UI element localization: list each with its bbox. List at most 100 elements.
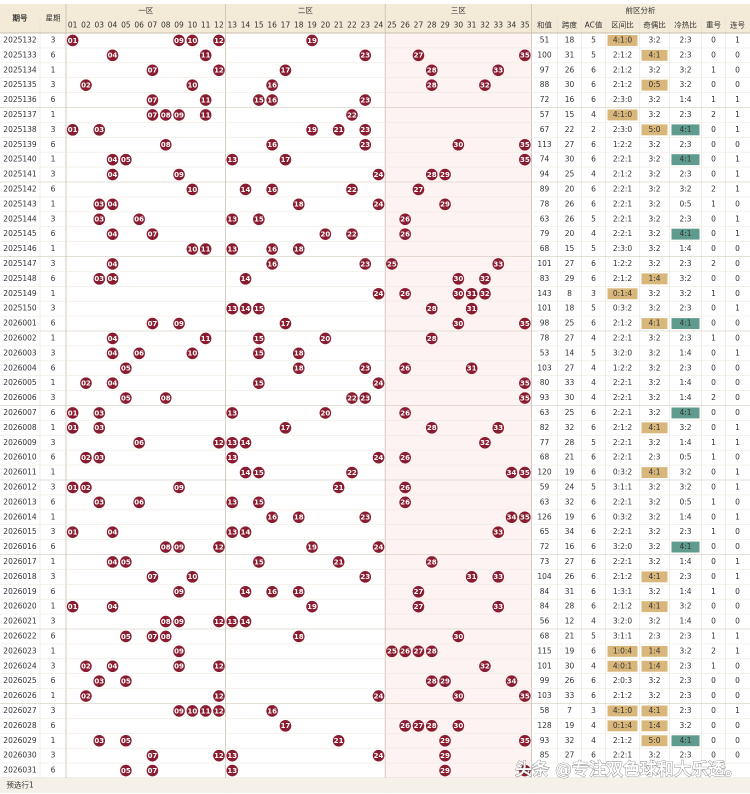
stat-value: 72 [540,95,550,104]
ball-number: 26 [400,409,410,417]
drawn-ball [226,764,239,777]
stat-value: 6 [591,512,596,521]
stat-value: 1:4 [679,438,691,447]
ball-number: 35 [520,514,530,522]
period: 2026031 [3,766,37,775]
stat-value: 5 [591,214,596,223]
ball-number: 09 [174,707,184,715]
stat-value: 1 [711,587,716,596]
ball-number: 28 [427,335,437,343]
col-header: 32 [480,21,490,30]
drawn-ball [279,64,292,77]
col-header: 16 [267,21,277,30]
period: 2025150 [3,304,37,313]
stat-value: 93 [540,736,550,745]
stat-value: 1 [711,527,716,536]
ball-number: 34 [507,514,517,522]
stat-value: 1 [735,214,740,223]
stat-value: 33 [565,691,575,700]
stat-value: 1 [735,706,740,715]
ball-number: 17 [281,67,291,75]
stat-value: 3:2 [648,333,660,342]
drawn-ball [425,79,438,91]
stat-value: 4 [591,661,596,670]
ball-number: 09 [174,111,184,119]
drawn-ball [226,243,239,255]
ball-number: 18 [294,201,304,209]
drawn-ball [386,645,398,658]
stat-value: 2:2:1 [613,184,633,193]
ball-number: 14 [241,186,251,194]
ball-number: 21 [334,558,344,566]
stat-value: 6 [591,80,596,89]
stat-value: 30 [565,80,575,89]
ball-number: 14 [241,439,251,447]
stat-value: 5 [591,482,596,491]
weekday: 3 [51,304,56,313]
ball-number: 18 [294,350,304,358]
drawn-ball [399,213,411,226]
ball-number: 17 [281,156,291,164]
stat-value: 1:4 [679,95,691,104]
drawn-ball [292,585,305,598]
ball-number: 07 [148,230,158,238]
stat-value: 83 [540,274,550,283]
stat-value: 53 [540,348,550,357]
drawn-ball [226,451,239,464]
stat-value: 0 [711,468,716,477]
stat-value: 2:1:2 [613,319,633,328]
col-header: 01 [68,21,78,30]
stat-value: 18 [565,35,575,44]
drawn-ball [173,109,185,121]
ball-number: 30 [453,692,463,700]
period: 2025146 [3,244,37,253]
col-header: 02 [81,21,91,30]
ball-number: 07 [148,320,158,328]
ball-number: 13 [227,305,237,313]
stat-value: 16 [565,542,575,551]
stat-value: 3:2 [648,35,660,44]
drawn-ball [519,153,531,166]
drawn-ball [465,571,478,583]
stat-value: 3:2 [648,542,660,551]
drawn-ball [465,302,478,315]
stat-value: 27 [565,259,575,268]
drawn-ball [372,287,385,300]
ball-number: 19 [307,543,317,551]
stat-value: 0:3:2 [613,304,633,313]
drawn-ball [186,705,199,717]
stat-value: 3:2 [648,512,660,521]
ball-number: 13 [227,499,237,507]
drawn-ball [93,124,106,136]
stat-value: 5 [591,631,596,640]
weekday: 3 [51,170,56,179]
stat-value: 3:2 [648,557,660,566]
stat-value: 32 [565,423,575,432]
drawn-ball [253,466,265,479]
drawn-ball [173,317,185,330]
drawn-ball [80,660,92,673]
ball-number: 30 [453,633,463,641]
col-header: 23 [360,21,370,30]
stat-value: 21 [565,453,575,462]
drawn-ball [425,302,438,315]
stat-value: 0:5 [648,80,660,89]
ball-number: 35 [520,141,530,149]
ball-number: 19 [307,126,317,134]
ball-number: 29 [440,767,450,775]
ball-number: 23 [360,52,370,60]
ratio-highlight [641,720,668,732]
ball-number: 11 [201,707,211,715]
ball-number: 08 [161,633,171,641]
ball-number: 14 [241,618,251,626]
stat-value: 2:1:2 [613,572,633,581]
ball-number: 26 [400,722,410,730]
drawn-ball [399,481,411,494]
ball-number: 03 [94,454,104,462]
drawn-ball [492,258,505,270]
stat-value: 33 [565,378,575,387]
ball-number: 26 [400,648,410,656]
ratio-highlight [641,571,668,583]
weekday: 1 [51,691,56,700]
ball-number: 03 [94,409,104,417]
